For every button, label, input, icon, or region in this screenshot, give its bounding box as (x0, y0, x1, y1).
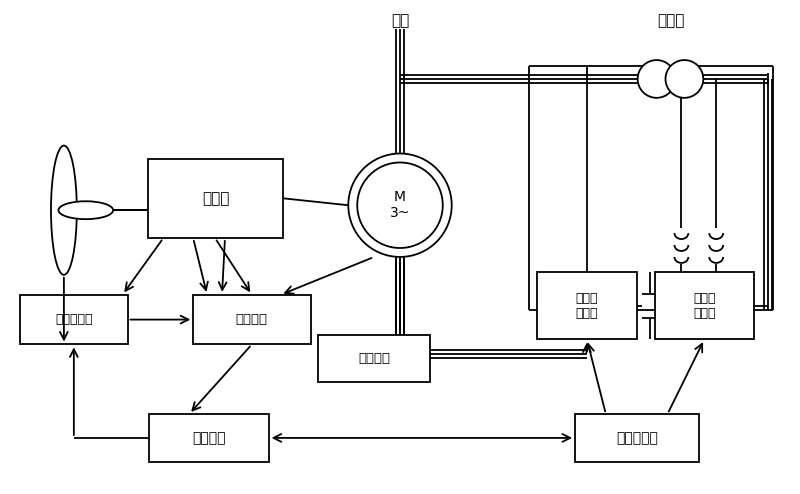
Text: 电网: 电网 (391, 13, 409, 28)
Text: 主控制器: 主控制器 (192, 431, 226, 445)
Text: 齿轮箱: 齿轮箱 (202, 191, 230, 206)
Bar (149, 159, 282, 238)
Text: 变频控制器: 变频控制器 (616, 431, 658, 445)
Bar (150, 414, 269, 462)
Text: 参数检测: 参数检测 (236, 313, 268, 326)
Text: 电网侧
变流器: 电网侧 变流器 (693, 291, 715, 320)
Bar (318, 334, 430, 382)
Text: 变桨距机构: 变桨距机构 (55, 313, 93, 326)
Bar (538, 272, 637, 339)
Bar (193, 295, 310, 344)
Bar (654, 272, 754, 339)
Text: 变压器: 变压器 (657, 13, 684, 28)
Text: 转子侧
变流器: 转子侧 变流器 (576, 291, 598, 320)
Bar (20, 295, 127, 344)
Circle shape (638, 60, 675, 98)
Text: M
3~: M 3~ (390, 190, 410, 220)
Ellipse shape (58, 201, 113, 219)
Circle shape (348, 154, 452, 257)
Bar (575, 414, 699, 462)
Circle shape (358, 163, 442, 248)
Ellipse shape (51, 146, 77, 275)
Circle shape (666, 60, 703, 98)
Text: 过压保护: 过压保护 (358, 352, 390, 365)
